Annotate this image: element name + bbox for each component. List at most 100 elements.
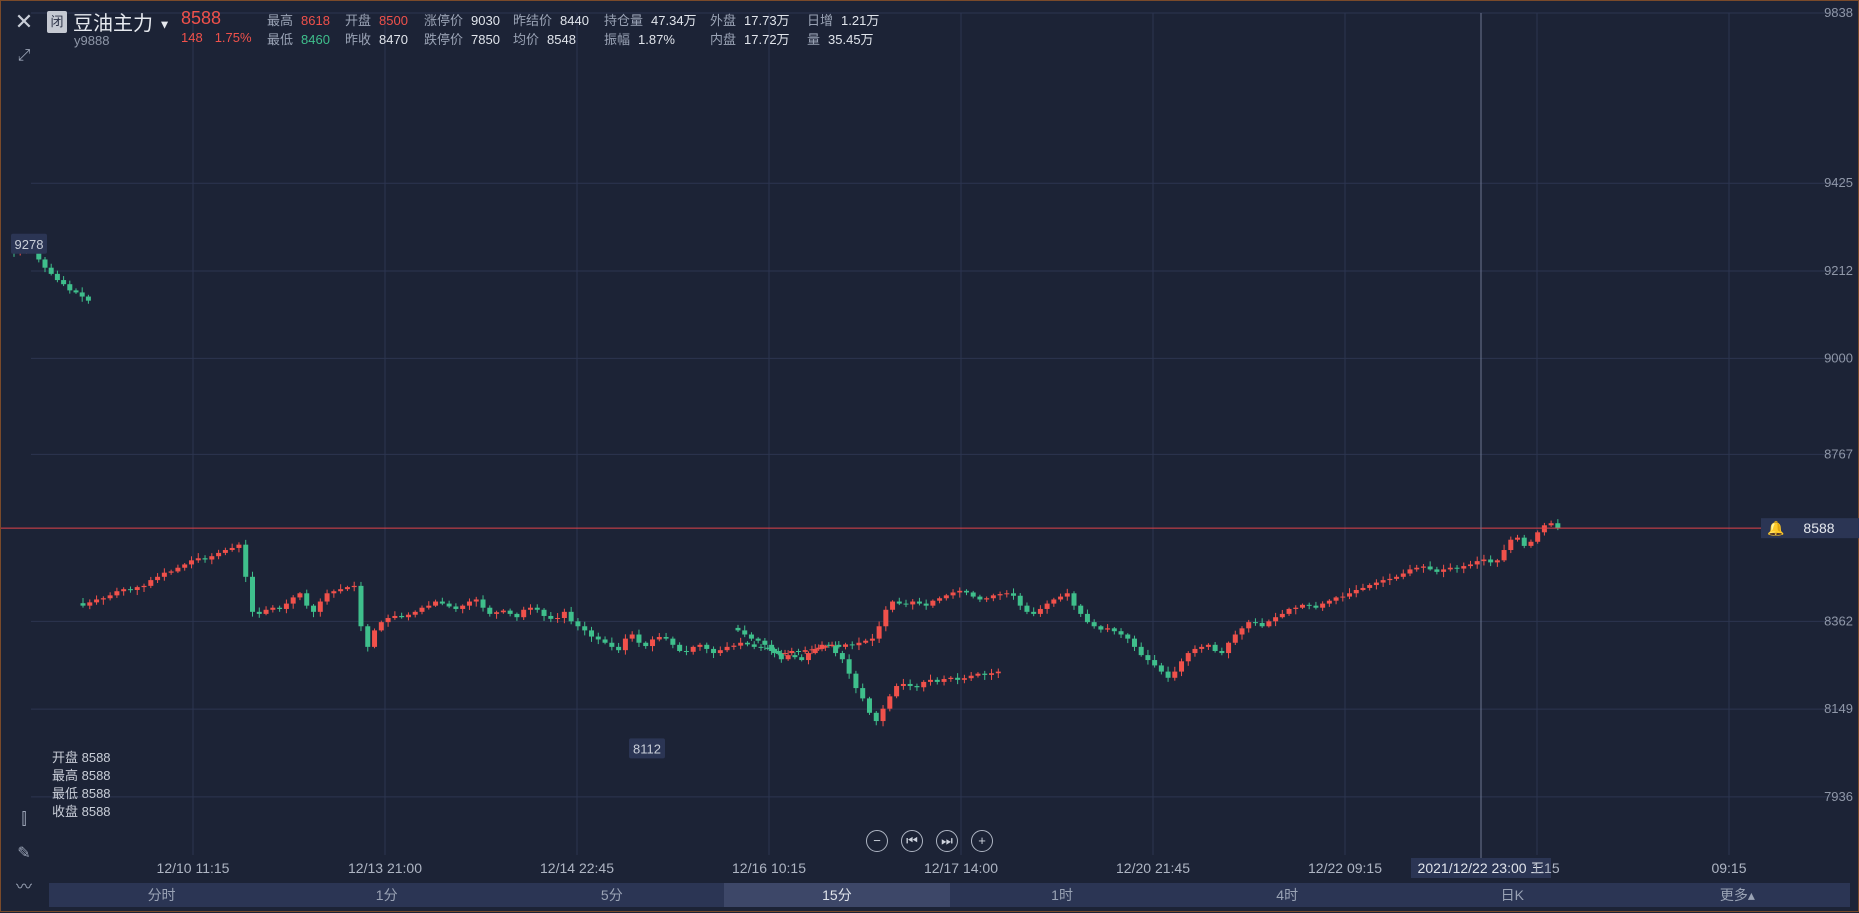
zoom-out-button[interactable]: − [866, 830, 888, 852]
candle-body [1306, 604, 1312, 606]
candle-body [989, 673, 995, 675]
quote-label: 昨结价 [513, 13, 553, 28]
candle-body [738, 642, 744, 646]
candle-body [1326, 600, 1332, 604]
candle-body [61, 280, 67, 285]
quote-label: 内盘 [710, 32, 737, 47]
candle-body [1205, 644, 1211, 647]
candle-body [148, 580, 154, 586]
y-tick-label: 8362 [1824, 613, 1853, 628]
candle-body [1165, 671, 1171, 678]
candle-body [799, 657, 805, 661]
candle-body [1138, 646, 1144, 656]
scroll-start-button[interactable]: ⏮ [901, 830, 923, 852]
candle-body [656, 636, 662, 640]
candle-body [311, 605, 317, 612]
candle-body [711, 648, 717, 654]
candle-body [1387, 578, 1393, 581]
quote-label: 开盘 [345, 13, 372, 28]
candle-body [229, 547, 235, 551]
x-tick-label: 12/16 10:15 [732, 860, 806, 876]
scroll-end-button[interactable]: ⏭ [936, 830, 958, 852]
candle-body [910, 601, 916, 605]
candle-body [789, 650, 795, 654]
candle-body [731, 645, 737, 647]
candle-body [1058, 596, 1064, 600]
tab-日K[interactable]: 日K [1500, 887, 1524, 903]
candle-body [809, 649, 815, 651]
ohlc-readout: 开盘 8588 最高 8588 最低 8588 收盘 8588 [52, 749, 111, 821]
tab-1时[interactable]: 1时 [1051, 887, 1073, 903]
candle-body [833, 645, 839, 654]
candle-body [589, 630, 594, 637]
candle-body [869, 638, 875, 641]
zoom-in-button[interactable]: + [971, 830, 993, 852]
candle-body [195, 558, 201, 561]
candle-body [1051, 599, 1057, 604]
quote-item: 最高 8618 [267, 10, 330, 29]
candle-body [636, 634, 642, 643]
candle-body [663, 636, 669, 639]
quote-value: 8618 [301, 13, 330, 28]
candle-body [79, 292, 85, 297]
candle-body [1515, 537, 1521, 540]
candle-body [1501, 550, 1507, 561]
candle-body [290, 597, 296, 604]
candle-body [1152, 660, 1158, 666]
candle-body [595, 636, 601, 640]
candle-body [575, 621, 581, 627]
candle-body [963, 590, 969, 593]
candle-body [188, 560, 194, 565]
candle-body [677, 644, 683, 651]
candle-body [643, 642, 649, 647]
candle-body [762, 640, 768, 645]
candle-body [1447, 567, 1453, 570]
candle-body [419, 607, 425, 612]
candle-body [127, 589, 133, 591]
candle-body [860, 688, 866, 699]
tab-分时[interactable]: 分时 [147, 887, 176, 903]
candle-body [1528, 541, 1534, 546]
candle-body [629, 634, 635, 639]
tab-更多▴[interactable]: 更多▴ [1719, 887, 1755, 903]
candle-body [548, 615, 554, 619]
change-value: 148 [181, 30, 203, 45]
draw-tool-icon[interactable]: ⤢ [17, 47, 31, 64]
symbol-selector[interactable]: 豆油主力 ▼ [73, 7, 170, 36]
tab-4时[interactable]: 4时 [1276, 887, 1299, 903]
line-chart-icon[interactable]: 〰 [15, 879, 32, 896]
x-tick-label: 1:15 [1532, 860, 1559, 876]
ohlc-close: 收盘 8588 [52, 804, 111, 819]
quote-value: 47.34万 [651, 13, 697, 28]
candle-body [1185, 653, 1191, 662]
tab-5分[interactable]: 5分 [600, 887, 623, 903]
candle-body [1434, 569, 1440, 572]
candle-body [744, 642, 750, 645]
close-icon[interactable]: ✕ [14, 9, 34, 34]
pen-icon[interactable]: ✎ [17, 845, 31, 862]
quote-value: 8440 [560, 13, 589, 28]
quote-value: 8460 [301, 32, 330, 47]
candle-body [1340, 596, 1346, 598]
x-tick-label: 12/20 21:45 [1116, 860, 1190, 876]
quote-value: 8500 [379, 13, 408, 28]
indicator-icon[interactable]: ⫿ [21, 811, 27, 828]
candle-body [1259, 622, 1265, 627]
quote-item: 持仓量 47.34万 [604, 10, 697, 29]
candle-body [1360, 587, 1366, 590]
tab-15分[interactable]: 15分 [724, 883, 950, 907]
crosshair-date-bg [1411, 858, 1551, 878]
candle-body [724, 646, 730, 651]
candle-body [812, 648, 818, 654]
candle-body [1266, 621, 1272, 627]
candle-body [1118, 631, 1124, 635]
candle-body [609, 642, 615, 647]
candle-body [1279, 613, 1285, 618]
candle-body [331, 591, 337, 594]
candle-body [1555, 523, 1561, 529]
candle-body [802, 650, 808, 652]
candle-body [1011, 593, 1017, 596]
tab-1分[interactable]: 1分 [375, 887, 398, 903]
crosshair-date-label: 2021/12/22 23:00 三 [1418, 860, 1545, 876]
